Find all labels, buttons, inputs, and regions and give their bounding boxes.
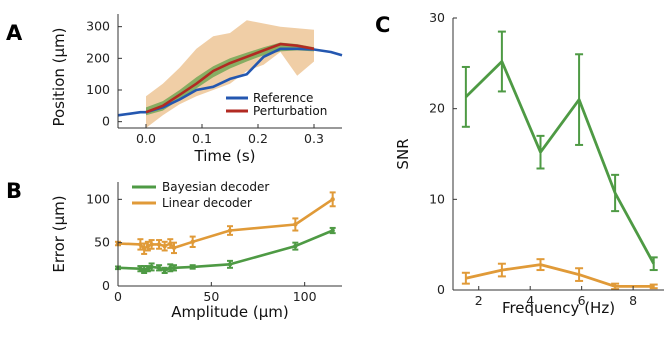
bayesian-point xyxy=(138,266,143,271)
panel-label-c: C xyxy=(375,13,390,37)
x-tick-label: 2 xyxy=(475,293,483,308)
y-tick-label: 100 xyxy=(86,82,110,97)
y-axis-label: Position (μm) xyxy=(50,27,68,126)
panel-c-chart: 2 4 6 8 0 10 20 30 Frequency (Hz) SNR xyxy=(394,10,664,317)
bayesian-point xyxy=(330,228,335,233)
legend-label: Reference xyxy=(253,91,313,105)
y-tick-label: 0 xyxy=(102,278,110,293)
x-tick-label: 4 xyxy=(526,293,534,308)
bayesian-point xyxy=(162,268,167,273)
y-tick-label: 30 xyxy=(429,10,445,25)
legend-label: Linear decoder xyxy=(162,196,252,210)
y-tick-label: 100 xyxy=(86,191,110,206)
panel-label-b: B xyxy=(6,179,22,203)
linear-point xyxy=(162,243,167,249)
linear-point xyxy=(330,197,335,202)
bayesian-point xyxy=(190,264,195,270)
x-tick-label: 6 xyxy=(578,293,586,308)
y-tick-label: 50 xyxy=(94,235,110,250)
bayesian-point xyxy=(156,265,162,270)
y-tick-label: 0 xyxy=(102,114,110,129)
linear-point xyxy=(293,222,298,227)
x-tick-label: 0.0 xyxy=(136,131,156,146)
x-tick-label: 100 xyxy=(293,289,317,304)
bayesian-point xyxy=(227,262,233,267)
series-line-perturbation xyxy=(145,42,315,114)
panel-label-a: A xyxy=(6,21,23,45)
x-tick-label: 0.3 xyxy=(304,131,324,146)
legend-label: Perturbation xyxy=(253,104,327,118)
x-tick-label: 0 xyxy=(114,289,122,304)
series-line-orange-snr xyxy=(465,263,654,288)
x-axis-label: Amplitude (μm) xyxy=(171,303,289,321)
x-axis-label: Frequency (Hz) xyxy=(502,299,615,317)
x-axis-label: Time (s) xyxy=(194,147,256,165)
bayesian-point xyxy=(168,265,173,270)
bayesian-point xyxy=(171,265,177,270)
linear-point xyxy=(227,228,233,233)
linear-point xyxy=(149,242,154,247)
y-tick-label: 0 xyxy=(437,282,445,297)
linear-point xyxy=(145,243,151,249)
y-tick-label: 10 xyxy=(429,191,445,206)
panel-a-chart: 0.0 0.1 0.2 0.3 0 100 200 300 Time (s) Position (… xyxy=(50,14,343,165)
x-tick-label: 8 xyxy=(629,293,637,308)
legend-label: Bayesian decoder xyxy=(162,180,269,194)
y-tick-label: 300 xyxy=(86,19,110,34)
y-axis-label: Error (μm) xyxy=(50,195,68,272)
linear-point xyxy=(138,242,143,247)
linear-point xyxy=(190,239,195,244)
linear-point xyxy=(141,246,147,251)
y-axis-label: SNR xyxy=(394,138,412,169)
series-line-reference xyxy=(117,47,343,117)
bayesian-point xyxy=(141,267,147,272)
panel-b-chart: 0 50 100 0 50 100 Amplitude (μm) Error (μm) Baye… xyxy=(50,180,342,321)
x-tick-label: 0.2 xyxy=(248,131,268,146)
y-tick-label: 20 xyxy=(429,101,445,116)
series-line-green-snr xyxy=(464,60,655,265)
bayesian-point xyxy=(149,264,154,270)
linear-point xyxy=(156,242,162,247)
bayesian-point xyxy=(145,266,151,271)
bayesian-point xyxy=(293,243,298,249)
x-tick-label: 50 xyxy=(203,289,219,304)
x-tick-label: 0.1 xyxy=(192,131,212,146)
linear-point xyxy=(171,245,177,251)
linear-point xyxy=(168,241,173,246)
y-tick-label: 200 xyxy=(86,50,110,65)
